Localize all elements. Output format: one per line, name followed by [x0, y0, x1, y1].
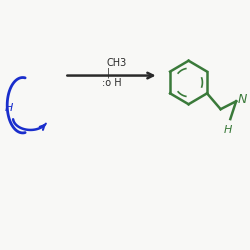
Text: H: H [5, 103, 13, 113]
Text: |: | [106, 67, 110, 78]
Text: H: H [224, 125, 232, 135]
Text: N: N [238, 93, 248, 106]
Text: :o H: :o H [102, 78, 122, 88]
Text: CH3: CH3 [106, 58, 126, 68]
